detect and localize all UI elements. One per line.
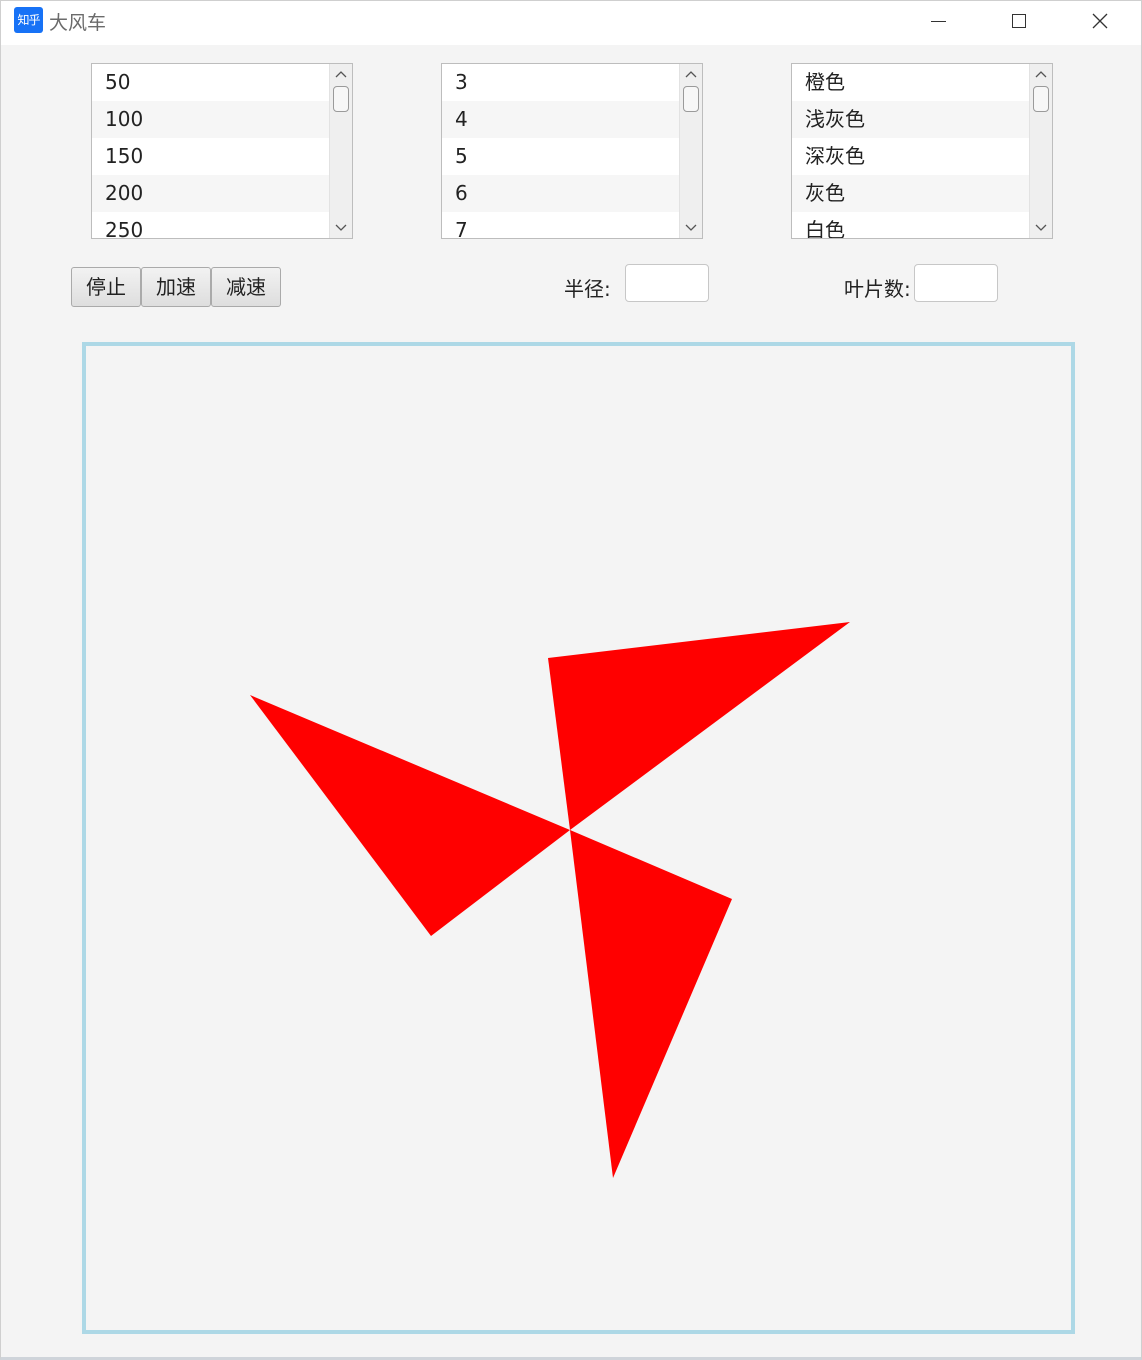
- slow-down-button[interactable]: 减速: [211, 267, 281, 307]
- list-item[interactable]: 白色: [792, 212, 1029, 238]
- pinwheel-blade-1: [548, 622, 850, 830]
- maximize-button[interactable]: [984, 1, 1054, 41]
- radius-input[interactable]: [625, 264, 709, 302]
- radius-listbox[interactable]: 50 100 150 200 250: [91, 63, 353, 239]
- scroll-up-button[interactable]: [1030, 64, 1052, 84]
- list-item[interactable]: 3: [442, 64, 679, 101]
- blade-count-listbox[interactable]: 3 4 5 6 7: [441, 63, 703, 239]
- list-item[interactable]: 50: [92, 64, 329, 101]
- list-item[interactable]: 250: [92, 212, 329, 238]
- pinwheel-blade-3: [570, 830, 732, 1178]
- title-bar[interactable]: 知乎 大风车: [1, 1, 1141, 45]
- window-title: 大风车: [49, 12, 107, 34]
- color-listbox[interactable]: 橙色 浅灰色 深灰色 灰色 白色: [791, 63, 1053, 239]
- list-item[interactable]: 7: [442, 212, 679, 238]
- scrollbar[interactable]: [1029, 64, 1052, 238]
- pinwheel-drawing: [250, 622, 850, 1178]
- maximize-icon: [1012, 14, 1026, 28]
- list-item[interactable]: 4: [442, 101, 679, 138]
- list-item[interactable]: 100: [92, 101, 329, 138]
- list-item[interactable]: 5: [442, 138, 679, 175]
- chevron-down-icon: [335, 224, 347, 231]
- blade-count-label: 叶片数:: [844, 277, 911, 301]
- list-item[interactable]: 橙色: [792, 64, 1029, 101]
- radius-label: 半径:: [564, 277, 611, 301]
- scroll-down-button[interactable]: [680, 218, 702, 238]
- list-item[interactable]: 浅灰色: [792, 101, 1029, 138]
- scroll-thumb[interactable]: [333, 86, 349, 112]
- pinwheel-canvas: [82, 342, 1075, 1334]
- list-item[interactable]: 灰色: [792, 175, 1029, 212]
- scrollbar[interactable]: [679, 64, 702, 238]
- stop-button[interactable]: 停止: [71, 267, 141, 307]
- close-button[interactable]: [1065, 1, 1135, 41]
- speed-up-button[interactable]: 加速: [141, 267, 211, 307]
- chevron-up-icon: [335, 71, 347, 78]
- list-item[interactable]: 深灰色: [792, 138, 1029, 175]
- minimize-button[interactable]: [903, 1, 973, 41]
- scroll-down-button[interactable]: [330, 218, 352, 238]
- chevron-up-icon: [685, 71, 697, 78]
- scrollbar[interactable]: [329, 64, 352, 238]
- list-item[interactable]: 150: [92, 138, 329, 175]
- list-item[interactable]: 200: [92, 175, 329, 212]
- scroll-thumb[interactable]: [1033, 86, 1049, 112]
- chevron-down-icon: [685, 224, 697, 231]
- scroll-thumb[interactable]: [683, 86, 699, 112]
- close-icon: [1092, 13, 1108, 29]
- scroll-up-button[interactable]: [330, 64, 352, 84]
- app-logo-icon: 知乎: [14, 7, 43, 33]
- scroll-down-button[interactable]: [1030, 218, 1052, 238]
- chevron-down-icon: [1035, 224, 1047, 231]
- blade-count-input[interactable]: [914, 264, 998, 302]
- minimize-icon: [930, 20, 946, 22]
- pinwheel-blade-2: [250, 695, 570, 936]
- scroll-up-button[interactable]: [680, 64, 702, 84]
- list-item[interactable]: 6: [442, 175, 679, 212]
- chevron-up-icon: [1035, 71, 1047, 78]
